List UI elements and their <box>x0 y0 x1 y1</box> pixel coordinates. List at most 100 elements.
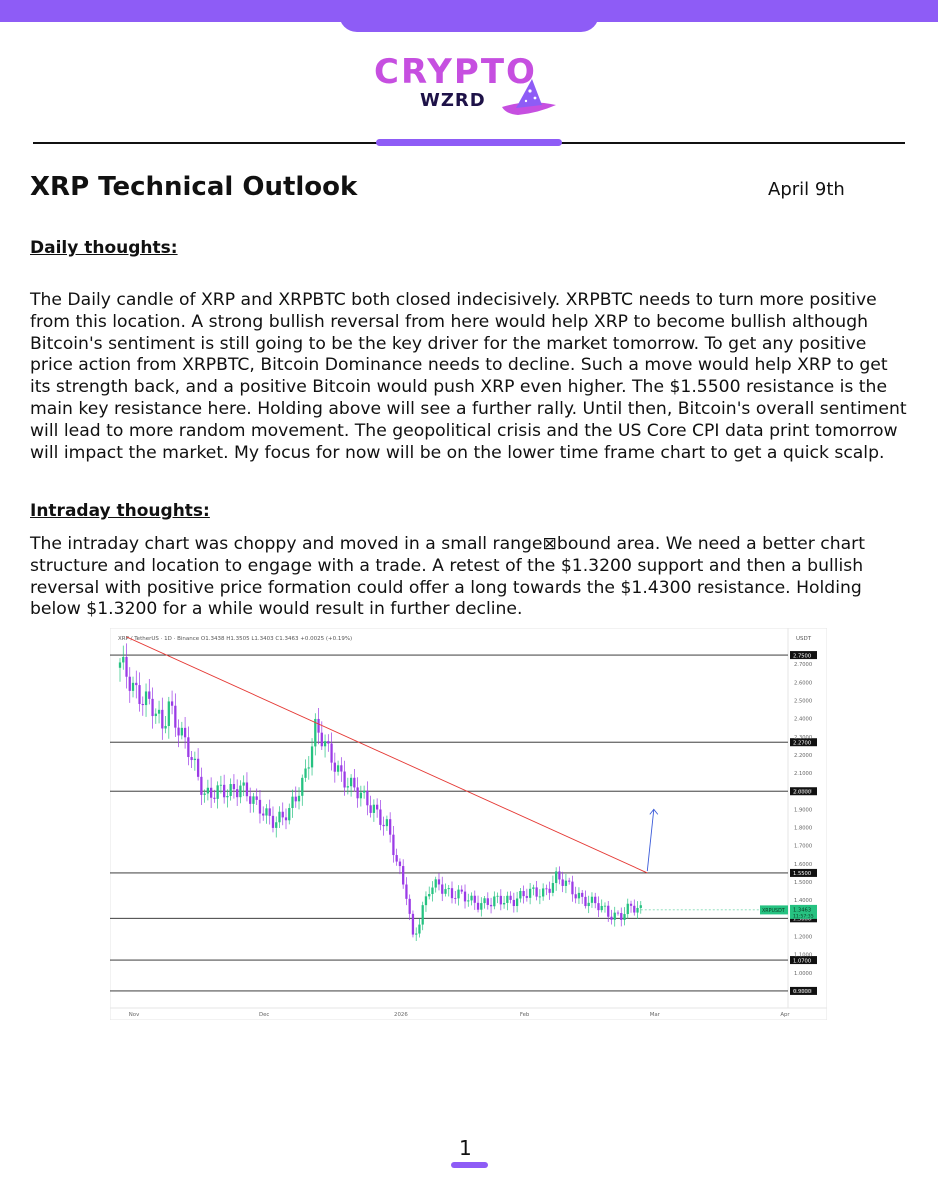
candle-body <box>375 804 379 810</box>
candle-body <box>418 924 421 934</box>
candle-body <box>209 787 213 798</box>
candle-body <box>330 743 333 763</box>
candle-body <box>372 804 376 813</box>
candle-body <box>203 793 206 795</box>
candle-body <box>522 891 525 897</box>
candle-body <box>607 905 610 917</box>
top-accent-tab <box>339 0 599 32</box>
candle-body <box>314 718 317 747</box>
candle-body <box>385 819 389 827</box>
candle-body <box>245 782 249 797</box>
candle-body <box>206 787 210 794</box>
candle-body <box>434 879 437 888</box>
candle-timer: 11:57:35 <box>793 913 814 919</box>
daily-paragraph: The Daily candle of XRP and XRPBTC both … <box>30 290 907 463</box>
candle-body <box>558 871 561 880</box>
candle-body <box>170 701 174 706</box>
y-tick-label: 1.7000 <box>794 844 812 850</box>
header-divider-accent <box>376 139 562 146</box>
candle-body <box>226 795 229 798</box>
candle-body <box>268 808 271 816</box>
y-tick-label: 2.4000 <box>794 717 812 723</box>
candle-body <box>242 782 245 786</box>
candle-body <box>424 896 428 906</box>
candle-body <box>223 784 226 798</box>
candle-body <box>535 887 538 897</box>
candle-body <box>486 898 489 905</box>
x-tick-label: Mar <box>650 1012 661 1018</box>
candle-body <box>568 880 571 882</box>
candle-body <box>349 777 353 787</box>
candle-body <box>428 894 431 897</box>
candle-body <box>200 776 203 795</box>
candle-body <box>541 888 545 897</box>
candle-body <box>271 815 275 828</box>
level-tag <box>790 787 817 796</box>
y-tick-label: 1.1000 <box>794 953 812 959</box>
candle-body <box>232 784 236 790</box>
candle-body <box>164 726 167 729</box>
candle-body <box>291 796 294 809</box>
candle-body <box>216 785 219 799</box>
level-tag <box>790 868 817 877</box>
crypto-wzrd-logo: CRYPTO WZRD <box>370 55 570 120</box>
candle-body <box>236 789 239 798</box>
candle-body <box>154 713 157 717</box>
candle-body <box>141 703 144 706</box>
level-label: 1.3000 <box>793 917 811 923</box>
chart-frame <box>110 628 827 1020</box>
candle-body <box>343 771 346 788</box>
level-label: 1.0700 <box>793 958 811 964</box>
candle-body <box>431 887 434 895</box>
level-tag <box>790 956 817 965</box>
candle-body <box>405 884 408 899</box>
candle-body <box>577 892 581 899</box>
y-tick-label: 1.9000 <box>794 807 812 813</box>
candle-body <box>138 685 141 704</box>
candle-body <box>594 896 597 904</box>
y-tick-label: 2.7000 <box>794 662 812 668</box>
candle-body <box>616 912 620 914</box>
level-label: 2.0000 <box>793 789 811 795</box>
candle-body <box>620 913 623 920</box>
last-price-value: 1.3463 <box>793 907 811 913</box>
candle-body <box>131 682 135 691</box>
candle-body <box>421 905 424 925</box>
candle-body <box>506 895 509 903</box>
candle-body <box>304 768 307 778</box>
candle-body <box>548 888 551 893</box>
candle-body <box>639 905 642 908</box>
candle-body <box>359 792 363 799</box>
candle-body <box>275 822 278 828</box>
candle-body <box>340 765 343 772</box>
candle-body <box>444 889 447 894</box>
candle-body <box>509 895 512 900</box>
candle-body <box>297 795 301 802</box>
level-label: 2.2700 <box>793 740 811 746</box>
candle-body <box>408 898 411 914</box>
candle-body <box>320 732 323 747</box>
x-tick-label: Feb <box>520 1012 530 1018</box>
candle-body <box>255 796 258 800</box>
candle-body <box>450 888 454 899</box>
candle-body <box>613 912 616 920</box>
currency-label: USDT <box>796 636 812 642</box>
candle-body <box>483 898 486 904</box>
y-tick-label: 1.2000 <box>794 934 812 940</box>
candle-body <box>564 880 568 886</box>
x-tick-label: Nov <box>129 1012 140 1018</box>
candle-body <box>561 879 564 886</box>
intraday-paragraph: The intraday chart was choppy and moved … <box>30 534 865 620</box>
candle-body <box>493 896 496 907</box>
candle-body <box>310 746 314 768</box>
candle-body <box>512 899 515 907</box>
y-tick-label: 1.6000 <box>794 862 812 868</box>
candle-body <box>278 811 281 823</box>
candle-body <box>258 799 262 814</box>
candle-body <box>584 896 587 907</box>
candle-body <box>480 903 483 910</box>
page-number-accent <box>451 1162 488 1168</box>
intraday-heading: Intraday thoughts: <box>30 501 210 521</box>
candle-body <box>603 905 607 907</box>
candle-body <box>597 903 600 911</box>
